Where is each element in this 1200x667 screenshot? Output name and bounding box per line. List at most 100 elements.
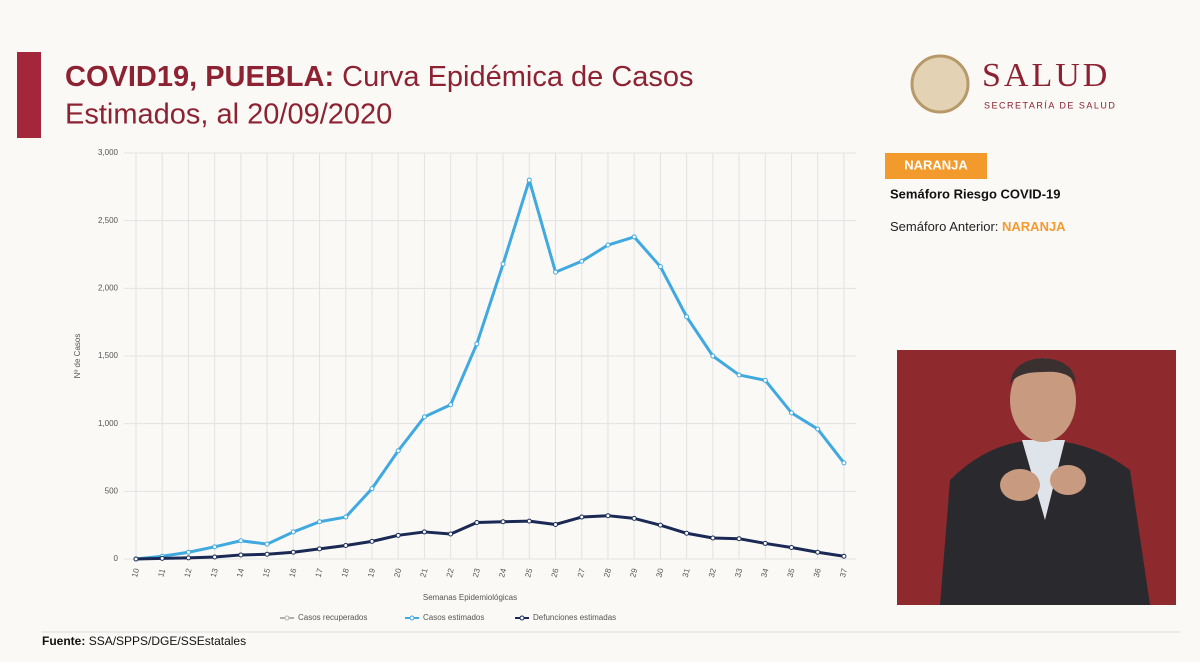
point xyxy=(290,529,296,535)
point xyxy=(343,542,349,548)
point xyxy=(789,410,794,416)
previous-value: NARANJA xyxy=(1002,219,1066,234)
point xyxy=(369,538,375,544)
point xyxy=(264,541,270,547)
logo-sub: SECRETARÍA DE SALUD xyxy=(984,100,1116,110)
video xyxy=(897,350,1176,605)
x-axis-label: Semanas Epidemiológicas xyxy=(423,593,517,602)
point xyxy=(631,515,637,521)
x-tick-label: 37 xyxy=(838,567,849,578)
point xyxy=(736,372,742,378)
point xyxy=(500,519,506,525)
point xyxy=(553,521,559,527)
point xyxy=(684,530,690,536)
title-bold: COVID19, PUEBLA: xyxy=(65,61,334,93)
point xyxy=(762,540,768,546)
point xyxy=(212,544,218,550)
x-tick-label: 18 xyxy=(340,567,351,578)
y-tick-label: 1,500 xyxy=(98,351,119,360)
point xyxy=(605,513,611,519)
point xyxy=(553,269,559,275)
y-tick-label: 500 xyxy=(105,486,119,495)
point xyxy=(710,353,716,359)
x-tick-label: 33 xyxy=(733,567,744,578)
x-tick-label: 19 xyxy=(366,567,377,578)
legend-dot xyxy=(284,615,290,621)
x-tick-label: 23 xyxy=(471,567,482,578)
point xyxy=(579,514,585,520)
point xyxy=(474,341,480,347)
point xyxy=(815,549,821,555)
point xyxy=(789,544,794,550)
x-tick-label: 27 xyxy=(576,567,587,578)
x-tick-label: 34 xyxy=(759,567,770,578)
point xyxy=(736,536,742,542)
point xyxy=(395,532,401,538)
x-tick-label: 28 xyxy=(602,567,613,578)
point xyxy=(212,554,218,560)
point xyxy=(369,486,375,492)
point xyxy=(657,522,663,528)
point xyxy=(264,551,270,557)
x-tick-label: 21 xyxy=(419,567,430,578)
x-tick-label: 14 xyxy=(235,567,246,578)
series-line xyxy=(135,178,846,561)
point xyxy=(159,555,165,561)
previous-label: Semáforo Anterior: xyxy=(890,219,998,234)
legend-label: Casos estimados xyxy=(423,613,484,622)
point xyxy=(290,549,296,555)
x-tick-label: 32 xyxy=(707,567,718,578)
y-tick-label: 0 xyxy=(114,554,119,563)
y-tick-label: 3,000 xyxy=(98,148,119,157)
legend-dot xyxy=(519,615,525,621)
point xyxy=(474,519,480,525)
x-tick-label: 10 xyxy=(130,567,141,578)
point xyxy=(185,549,191,555)
point xyxy=(500,261,506,267)
x-tick-label: 26 xyxy=(550,567,561,578)
x-tick-label: 35 xyxy=(786,567,797,578)
x-tick-label: 31 xyxy=(681,567,692,578)
x-tick-label: 13 xyxy=(209,567,220,578)
point xyxy=(841,460,847,466)
point xyxy=(395,448,401,454)
y-tick-label: 1,000 xyxy=(98,419,119,428)
badge-text: NARANJA xyxy=(904,157,968,172)
x-tick-label: 24 xyxy=(497,567,508,578)
point xyxy=(684,314,690,320)
logo: SALUD xyxy=(982,57,1110,94)
x-tick-label: 11 xyxy=(156,567,167,578)
point xyxy=(657,264,663,270)
x-tick-label: 29 xyxy=(628,567,639,578)
risk-label: Semáforo Riesgo COVID-19 xyxy=(890,186,1061,201)
point xyxy=(421,414,427,420)
point xyxy=(815,426,821,432)
point xyxy=(631,234,637,240)
point xyxy=(526,177,532,183)
y-axis-label: Nº de Casos xyxy=(73,334,82,379)
point xyxy=(710,535,716,541)
point xyxy=(526,518,532,524)
point xyxy=(762,377,768,383)
x-tick-label: 17 xyxy=(314,567,325,578)
y-tick-label: 2,000 xyxy=(98,283,119,292)
legend-label: Defunciones estimadas xyxy=(533,613,616,622)
y-tick-label: 2,500 xyxy=(98,216,119,225)
point xyxy=(421,529,427,535)
legend-label: Casos recuperados xyxy=(298,613,367,622)
badge xyxy=(885,153,987,179)
title-rest: Curva Epidémica de Casos xyxy=(342,61,693,93)
point xyxy=(238,552,244,558)
point xyxy=(185,555,191,561)
x-tick-label: 20 xyxy=(392,567,403,578)
title-bar xyxy=(17,52,41,138)
previous: Semáforo Anterior: NARANJA xyxy=(890,219,1066,234)
x-tick-label: 25 xyxy=(523,567,534,578)
point xyxy=(448,531,454,537)
x-tick-label: 30 xyxy=(655,567,666,578)
footer: Fuente: SSA/SPPS/DGE/SSEstatales xyxy=(42,634,246,648)
footer-label: Fuente: xyxy=(42,634,85,648)
point xyxy=(605,242,611,248)
point xyxy=(579,258,585,264)
